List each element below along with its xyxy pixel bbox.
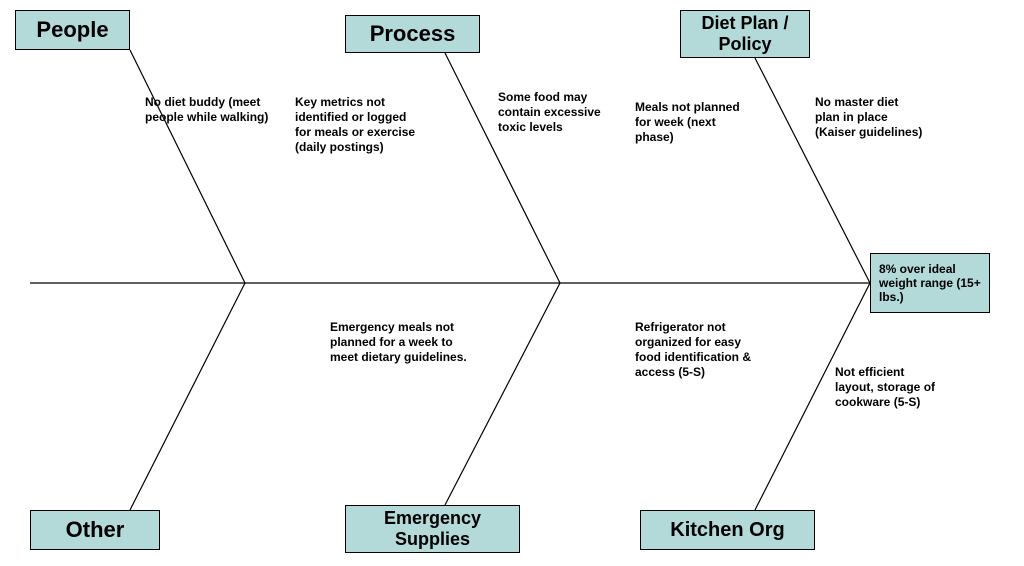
category-box-people: People <box>15 10 130 50</box>
category-box-diet: Diet Plan / Policy <box>680 10 810 58</box>
cause-c4: Meals not planned for week (next phase) <box>635 100 755 145</box>
category-box-kitchen: Kitchen Org <box>640 510 815 550</box>
cause-c8: Not efficient layout, storage of cookwar… <box>835 365 945 410</box>
category-box-emergency: Emergency Supplies <box>345 505 520 553</box>
cause-c1: No diet buddy (meet people while walking… <box>145 95 275 125</box>
cause-c3: Some food may contain excessive toxic le… <box>498 90 618 135</box>
category-box-process: Process <box>345 15 480 53</box>
cause-c6: Emergency meals not planned for a week t… <box>330 320 475 365</box>
effect-box: 8% over ideal weight range (15+ lbs.) <box>870 253 990 313</box>
category-box-other: Other <box>30 510 160 550</box>
cause-c5: No master diet plan in place (Kaiser gui… <box>815 95 925 140</box>
cause-c7: Refrigerator not organized for easy food… <box>635 320 760 380</box>
cause-c2: Key metrics not identified or logged for… <box>295 95 425 155</box>
